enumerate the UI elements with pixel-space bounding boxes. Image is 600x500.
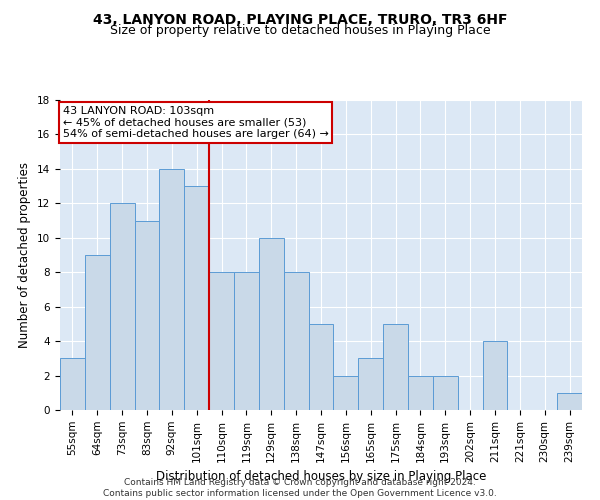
Bar — [160, 169, 184, 410]
Text: 43 LANYON ROAD: 103sqm
← 45% of detached houses are smaller (53)
54% of semi-det: 43 LANYON ROAD: 103sqm ← 45% of detached… — [62, 106, 328, 140]
Bar — [259, 238, 284, 410]
Bar — [358, 358, 383, 410]
Y-axis label: Number of detached properties: Number of detached properties — [19, 162, 31, 348]
Bar — [334, 376, 358, 410]
Bar — [408, 376, 433, 410]
Bar — [383, 324, 408, 410]
Bar — [433, 376, 458, 410]
X-axis label: Distribution of detached houses by size in Playing Place: Distribution of detached houses by size … — [156, 470, 486, 483]
Text: 43, LANYON ROAD, PLAYING PLACE, TRURO, TR3 6HF: 43, LANYON ROAD, PLAYING PLACE, TRURO, T… — [93, 12, 507, 26]
Bar — [184, 186, 209, 410]
Bar — [482, 341, 508, 410]
Bar — [209, 272, 234, 410]
Text: Contains HM Land Registry data © Crown copyright and database right 2024.
Contai: Contains HM Land Registry data © Crown c… — [103, 478, 497, 498]
Bar — [134, 220, 160, 410]
Bar — [60, 358, 85, 410]
Bar — [110, 204, 134, 410]
Bar — [234, 272, 259, 410]
Bar — [308, 324, 334, 410]
Bar — [85, 255, 110, 410]
Bar — [557, 393, 582, 410]
Bar — [284, 272, 308, 410]
Text: Size of property relative to detached houses in Playing Place: Size of property relative to detached ho… — [110, 24, 490, 37]
